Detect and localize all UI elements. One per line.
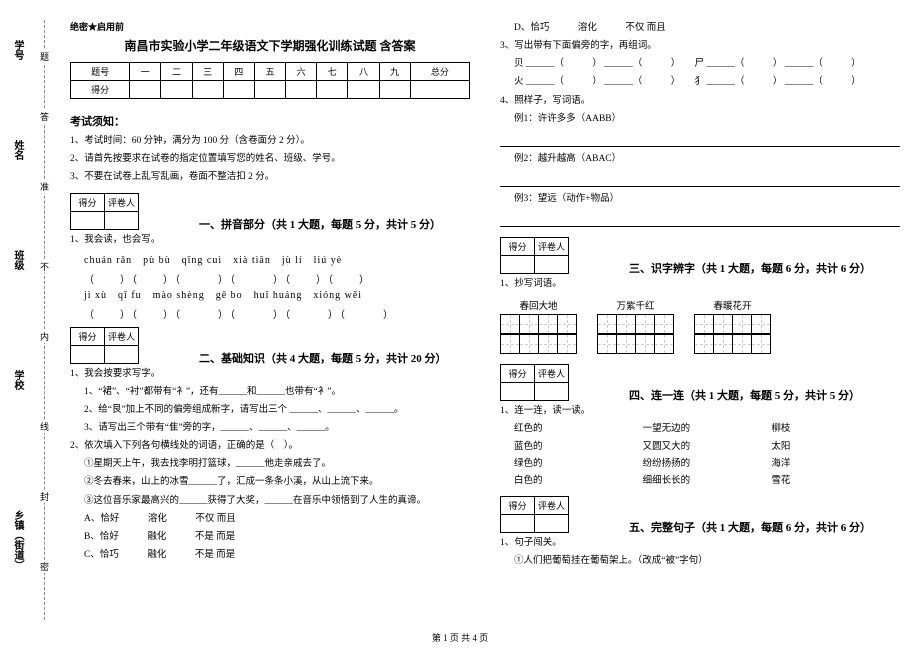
instruction-item: 2、请首先按要求在试卷的指定位置填写您的姓名、班级、学号。 — [70, 151, 470, 167]
th: 五 — [254, 63, 285, 81]
grader-box: 得分评卷人 — [500, 364, 569, 401]
q[interactable]: 火 ______（ ） ______（ ） 犭 ______（ ） ______… — [500, 74, 900, 90]
th: 一 — [130, 63, 161, 81]
option: B、恰好 融化 不是 而是 — [70, 529, 470, 545]
binding-margin: 学号 姓名 班级 学校 乡镇（街道） 题 答 准 不 内 线 封 密 — [0, 0, 60, 650]
th: 九 — [379, 63, 410, 81]
confidential-note: 绝密★启用前 — [70, 20, 470, 33]
q: 2、给“艮”加上不同的偏旁组成新字，请写出三个 ______、______、__… — [70, 402, 470, 418]
label-student-id: 学号 — [10, 40, 25, 60]
q: 1、抄写词语。 — [500, 276, 900, 292]
pinyin-row: chuán rǎn pù bù qīng cuì xià tiān jù lí … — [70, 251, 470, 271]
label-name: 姓名 — [10, 140, 25, 160]
word: 万紫千红 — [616, 298, 654, 312]
copy-grid: 春回大地 万紫千红 春暖花开 — [500, 298, 900, 354]
th: 六 — [286, 63, 317, 81]
word: 春暖花开 — [713, 298, 751, 312]
option: C、恰巧 融化 不是 而是 — [70, 547, 470, 563]
matching[interactable]: 红色的 蓝色的 绿色的 白色的 一望无边的 又圆又大的 纷纷扬扬的 细细长长的 … — [500, 421, 900, 489]
example: 例3：望远（动作+物品） — [500, 191, 900, 207]
q: ③这位音乐家最高兴的______获得了大奖，______在音乐中领悟到了人生的真… — [70, 493, 470, 509]
label-class: 班级 — [10, 250, 25, 270]
example: 例2：越升越高（ABAC） — [500, 151, 900, 167]
q1-prompt: 1、我会读，也会写。 — [70, 232, 470, 248]
page-content: 绝密★启用前 南昌市实验小学二年级语文下学期强化训练试题 含答案 题号 一 二 … — [70, 20, 900, 620]
left-column: 绝密★启用前 南昌市实验小学二年级语文下学期强化训练试题 含答案 题号 一 二 … — [70, 20, 470, 620]
q: 3、写出带有下面偏旁的字，再组词。 — [500, 38, 900, 54]
page-footer: 第 1 页 共 4 页 — [0, 631, 920, 644]
q: ①人们把葡萄挂在葡萄架上。（改成“被”字句） — [500, 553, 900, 569]
word: 春回大地 — [519, 298, 557, 312]
th: 总分 — [410, 63, 469, 81]
section-4-title: 四、连一连（共 1 大题，每题 5 分，共计 5 分） — [629, 387, 860, 403]
option: A、恰好 溶化 不仅 而且 — [70, 511, 470, 527]
option: D、恰巧 溶化 不仅 而且 — [500, 20, 900, 36]
q[interactable]: 贝 ______（ ） ______（ ） 尸 ______（ ） ______… — [500, 56, 900, 72]
th: 八 — [348, 63, 379, 81]
instruction-item: 1、考试时间：60 分钟，满分为 100 分（含卷面分 2 分）。 — [70, 133, 470, 149]
row-label: 得分 — [71, 81, 130, 99]
instructions-heading: 考试须知： — [70, 113, 470, 129]
seal-char: 准 — [38, 180, 51, 193]
section-5-title: 五、完整句子（共 1 大题，每题 6 分，共计 6 分） — [629, 519, 871, 535]
answer-parens[interactable]: （ ）（ ）（ ）（ ）（ ）（ ） — [70, 271, 470, 286]
q: 1、我会按要求写字。 — [70, 366, 470, 382]
seal-char: 封 — [38, 490, 51, 503]
seal-char: 答 — [38, 110, 51, 123]
grader-box: 得分评卷人 — [500, 496, 569, 533]
q: ①星期天上午，我去找李明打篮球，______他走亲戚去了。 — [70, 456, 470, 472]
exam-title: 南昌市实验小学二年级语文下学期强化训练试题 含答案 — [70, 37, 470, 54]
grader-box: 得分评卷人 — [500, 237, 569, 274]
right-column: D、恰巧 溶化 不仅 而且 3、写出带有下面偏旁的字，再组词。 贝 ______… — [500, 20, 900, 620]
th: 二 — [161, 63, 192, 81]
grader-box: 得分评卷人 — [70, 327, 139, 364]
q: 3、请写出三个带有“隹”旁的字，______、______、______。 — [70, 420, 470, 436]
score-table: 题号 一 二 三 四 五 六 七 八 九 总分 得分 — [70, 62, 470, 99]
q: 2、依次填入下列各句横线处的词语，正确的是（ ）。 — [70, 438, 470, 454]
answer-line[interactable] — [500, 213, 900, 227]
seal-char: 不 — [38, 260, 51, 273]
section-3-title: 三、识字辨字（共 1 大题，每题 6 分，共计 6 分） — [629, 260, 871, 276]
instruction-item: 3、不要在试卷上乱写乱画，卷面不整洁扣 2 分。 — [70, 169, 470, 185]
label-school: 学校 — [10, 370, 25, 390]
q: 1、句子闯关。 — [500, 535, 900, 551]
answer-parens[interactable]: （ ）（ ）（ ）（ ）（ ）（ ） — [70, 306, 470, 321]
pinyin-row: jì xù qī fu mào shèng gē bo huī huáng xi… — [70, 286, 470, 306]
th: 七 — [317, 63, 348, 81]
q: ②冬去春来，山上的冰雪______了，汇成一条条小溪，从山上流下来。 — [70, 474, 470, 490]
grader-box: 得分评卷人 — [70, 193, 139, 230]
th: 四 — [223, 63, 254, 81]
seal-char: 密 — [38, 560, 51, 573]
score-value-row: 得分 — [71, 81, 470, 99]
answer-line[interactable] — [500, 173, 900, 187]
example: 例1：许许多多（AABB） — [500, 111, 900, 127]
th: 三 — [192, 63, 223, 81]
th: 题号 — [71, 63, 130, 81]
score-header-row: 题号 一 二 三 四 五 六 七 八 九 总分 — [71, 63, 470, 81]
seal-char: 题 — [38, 50, 51, 63]
section-2-title: 二、基础知识（共 4 大题，每题 5 分，共计 20 分） — [199, 350, 447, 366]
seal-char: 线 — [38, 420, 51, 433]
seal-char: 内 — [38, 330, 51, 343]
q: 1、“裙”、“衬”都带有“衤”，还有______和______也带有“衤”。 — [70, 384, 470, 400]
answer-line[interactable] — [500, 133, 900, 147]
q: 4、照样子，写词语。 — [500, 93, 900, 109]
q: 1、连一连，读一读。 — [500, 403, 900, 419]
section-1-title: 一、拼音部分（共 1 大题，每题 5 分，共计 5 分） — [199, 216, 441, 232]
label-town: 乡镇（街道） — [10, 510, 25, 570]
